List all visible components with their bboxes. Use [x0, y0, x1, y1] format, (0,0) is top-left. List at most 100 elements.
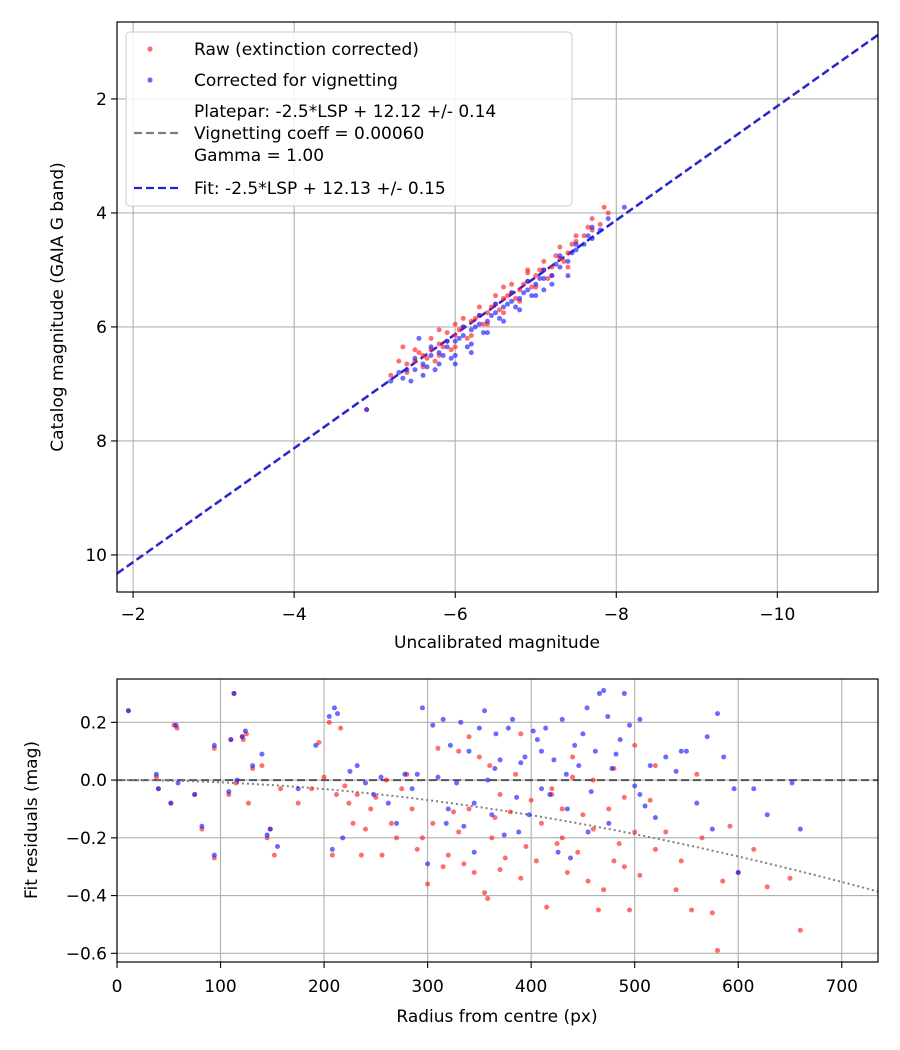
- bottom-raw-point: [637, 872, 643, 878]
- bottom-corrected-point: [326, 714, 332, 720]
- top-axes-frame: [116, 21, 879, 593]
- bottom-raw-point: [518, 731, 524, 737]
- bottom-corrected-point: [445, 806, 451, 812]
- bottom-raw-point: [445, 852, 451, 858]
- legend-raw-marker: [147, 46, 153, 52]
- top-corrected-point: [533, 281, 539, 287]
- bottom-raw-point: [368, 806, 374, 812]
- top-raw-point: [573, 233, 579, 239]
- top-y-tick-label: 2: [96, 90, 107, 110]
- bottom-x-tick-label: 0: [112, 977, 123, 997]
- bottom-corrected-point: [580, 731, 586, 737]
- top-raw-point: [529, 284, 535, 290]
- top-corrected-point: [549, 273, 555, 279]
- bottom-corrected-point: [632, 783, 638, 789]
- top-raw-point: [521, 281, 527, 287]
- top-raw-point: [585, 224, 591, 230]
- bottom-corrected-point: [492, 766, 498, 772]
- bottom-corrected-point: [471, 849, 477, 855]
- bottom-corrected-point: [617, 737, 623, 743]
- bottom-corrected-point: [476, 725, 482, 731]
- top-corrected-point: [597, 227, 603, 233]
- bottom-raw-point: [466, 806, 472, 812]
- bottom-raw-point: [627, 907, 633, 913]
- bottom-raw-point: [456, 829, 462, 835]
- top-raw-point: [404, 361, 410, 367]
- bottom-raw-point: [559, 835, 565, 841]
- top-x-tick-label: −2: [121, 605, 146, 625]
- bottom-corrected-point: [609, 766, 615, 772]
- bottom-raw-point: [539, 820, 545, 826]
- bottom-corrected-point: [514, 794, 520, 800]
- bottom-corrected-point: [764, 812, 770, 818]
- bottom-raw-point: [518, 875, 524, 881]
- top-raw-point: [412, 347, 418, 353]
- top-corrected-point: [541, 276, 547, 281]
- top-scatter-points: [364, 204, 627, 413]
- bottom-corrected-point: [234, 777, 240, 783]
- bottom-corrected-point: [585, 829, 591, 835]
- top-corrected-point: [464, 344, 470, 350]
- top-corrected-point: [497, 315, 503, 321]
- top-raw-point: [464, 335, 470, 341]
- top-corrected-point: [416, 335, 422, 341]
- bottom-raw-point: [245, 800, 251, 806]
- bottom-raw-point: [476, 754, 482, 760]
- top-corrected-point: [549, 281, 555, 287]
- top-raw-point: [436, 341, 442, 347]
- top-raw-point: [589, 216, 595, 222]
- bottom-raw-point: [497, 867, 503, 873]
- bottom-corrected-point: [435, 774, 441, 780]
- top-raw-point: [452, 321, 458, 327]
- bottom-corrected-point: [704, 734, 710, 740]
- bottom-raw-point: [606, 806, 612, 812]
- bottom-corrected-point: [329, 846, 335, 852]
- bottom-raw-point: [549, 786, 555, 792]
- bottom-x-ticks: 0 100 200 300 400 500 600 700: [112, 962, 858, 997]
- bottom-raw-point: [440, 864, 446, 870]
- bottom-corrected-point: [663, 754, 669, 760]
- bottom-raw-point: [570, 754, 576, 760]
- bottom-raw-point: [399, 786, 405, 792]
- bottom-corrected-point: [683, 748, 689, 754]
- bottom-raw-point: [309, 786, 315, 792]
- top-corrected-point: [505, 301, 511, 307]
- top-raw-point: [448, 347, 454, 353]
- bottom-raw-point: [585, 878, 591, 884]
- top-y-ticks: 2 4 6 8 10: [85, 90, 117, 566]
- bottom-raw-point: [533, 858, 539, 864]
- calibration-plot: −2 −4 −6 −8 −10 2 4 6 8 10 Uncalibrated magnitud…: [48, 21, 879, 653]
- legend-fit-label: Fit: -2.5*LSP + 12.13 +/- 0.15: [194, 179, 446, 199]
- top-corrected-point: [420, 361, 426, 367]
- bottom-corrected-point: [331, 705, 337, 711]
- bottom-x-tick-label: 100: [204, 977, 236, 997]
- bottom-corrected-point: [505, 725, 511, 731]
- bottom-corrected-point: [596, 690, 602, 696]
- top-corrected-point: [553, 261, 559, 267]
- top-corrected-point: [428, 352, 434, 358]
- top-y-tick-label: 4: [96, 204, 107, 224]
- top-corrected-point: [529, 293, 535, 299]
- bottom-corrected-point: [173, 722, 179, 728]
- bottom-corrected-point: [226, 789, 232, 795]
- bottom-raw-point: [559, 806, 565, 812]
- bottom-corrected-point: [715, 711, 721, 717]
- bottom-raw-point: [414, 846, 420, 852]
- bottom-corrected-point: [264, 832, 270, 838]
- top-raw-point: [400, 344, 406, 350]
- top-raw-point: [388, 372, 394, 378]
- bottom-raw-point: [523, 843, 529, 849]
- bottom-corrected-point: [721, 754, 727, 760]
- bottom-raw-point: [471, 869, 477, 875]
- bottom-raw-point: [394, 835, 400, 841]
- top-corrected-point: [484, 318, 490, 324]
- top-y-tick-label: 6: [96, 318, 107, 338]
- bottom-corrected-point: [425, 861, 431, 867]
- top-corrected-point: [472, 324, 478, 330]
- bottom-corrected-point: [652, 815, 658, 821]
- bottom-raw-point: [727, 823, 733, 829]
- top-corrected-point: [444, 344, 450, 350]
- bottom-raw-point: [425, 881, 431, 887]
- top-corrected-point: [501, 304, 507, 310]
